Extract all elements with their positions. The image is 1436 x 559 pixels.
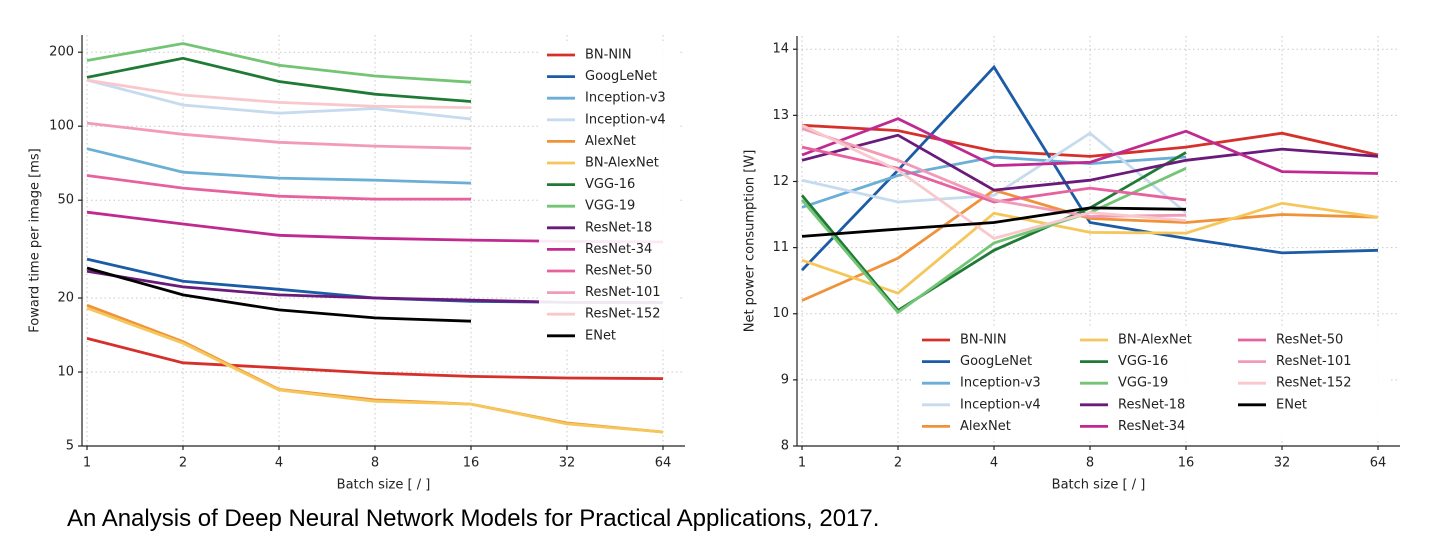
series-line: [801, 123, 1379, 158]
x-tick-label: 4: [275, 456, 283, 471]
x-tick-label: 64: [655, 456, 672, 471]
x-axis-label: Batch size [ / ]: [1052, 478, 1146, 493]
x-tick-label: 64: [1370, 456, 1387, 471]
legend-label: AlexNet: [585, 134, 636, 149]
y-tick-label: 11: [772, 240, 789, 255]
x-tick-label: 2: [179, 456, 187, 471]
y-tick-label: 100: [49, 119, 74, 134]
legend-label: BN-AlexNet: [1118, 333, 1192, 348]
series-line: [801, 145, 1187, 204]
y-tick-label: 10: [57, 365, 74, 380]
series-line: [801, 131, 1187, 214]
legend-label: VGG-19: [1118, 376, 1168, 391]
y-tick-label: 20: [57, 291, 74, 306]
series-line: [800, 151, 1187, 313]
legend-label: Inception-v4: [960, 397, 1041, 412]
series-line: [86, 42, 472, 84]
series-line: [86, 266, 472, 323]
series-line: [86, 306, 664, 434]
x-tick-label: 4: [990, 456, 998, 471]
legend-label: BN-AlexNet: [585, 156, 659, 171]
legend-label: VGG-16: [1118, 354, 1168, 369]
series-line: [801, 133, 1379, 192]
legend-label: ResNet-18: [585, 220, 652, 235]
y-tick-label: 200: [49, 45, 74, 60]
series-line: [801, 124, 1187, 240]
legend-label: VGG-16: [585, 177, 635, 192]
y-tick-label: 5: [66, 439, 74, 454]
x-tick-label: 8: [1086, 456, 1094, 471]
legend-label: Inception-v4: [585, 112, 666, 127]
series-line: [86, 78, 472, 109]
legend-label: ENet: [585, 328, 616, 343]
y-tick-label: 13: [772, 108, 789, 123]
x-tick-label: 2: [894, 456, 902, 471]
legend-label: ENet: [1276, 397, 1307, 412]
y-tick-label: 14: [772, 42, 789, 57]
legend-label: ResNet-18: [1118, 397, 1185, 412]
y-tick-label: 8: [781, 439, 789, 454]
y-tick-label: 10: [772, 306, 789, 321]
y-tick-label: 12: [772, 174, 789, 189]
caption: An Analysis of Deep Neural Network Model…: [67, 505, 880, 532]
legend-label: BN-NIN: [585, 48, 632, 63]
legend-label: Inception-v3: [585, 91, 666, 106]
x-axis-label: Batch size [ / ]: [337, 478, 431, 493]
y-tick-label: 9: [781, 372, 789, 387]
series-line: [86, 121, 472, 150]
legend-box: [914, 326, 1388, 440]
series-line: [86, 147, 472, 185]
series-line: [800, 167, 1187, 315]
x-tick-label: 1: [83, 456, 91, 471]
legend-label: ResNet-101: [1276, 354, 1352, 369]
legend-label: ResNet-152: [1276, 376, 1352, 391]
x-tick-label: 1: [798, 456, 806, 471]
series-line: [86, 56, 472, 103]
legend-label: ResNet-152: [585, 307, 661, 322]
legend-label: BN-NIN: [960, 333, 1007, 348]
legend-label: ResNet-50: [585, 264, 652, 279]
legend-label: AlexNet: [960, 419, 1011, 434]
legend-box: [539, 41, 679, 350]
series-line: [86, 174, 471, 201]
series-line: [801, 117, 1379, 175]
series-line: [86, 337, 664, 380]
legend-label: GoogLeNet: [960, 354, 1032, 369]
legend-label: ResNet-34: [585, 242, 652, 257]
x-tick-label: 16: [463, 456, 480, 471]
x-tick-label: 16: [1178, 456, 1195, 471]
series-line: [801, 201, 1379, 295]
y-tick-label: 50: [57, 193, 74, 208]
x-tick-label: 32: [559, 456, 576, 471]
x-tick-label: 32: [1274, 456, 1291, 471]
y-axis-label: Net power consumption [W]: [743, 150, 758, 333]
legend-label: ResNet-34: [1118, 419, 1185, 434]
legend-label: ResNet-101: [585, 285, 661, 300]
series-line: [801, 206, 1187, 238]
x-tick-label: 8: [371, 456, 379, 471]
legend-label: GoogLeNet: [585, 69, 657, 84]
y-axis-label: Foward time per image [ms]: [28, 148, 43, 333]
legend-label: VGG-19: [585, 199, 635, 214]
series-line: [801, 188, 1379, 302]
series-line: [86, 78, 472, 121]
legend-label: ResNet-50: [1276, 333, 1343, 348]
legend-label: Inception-v3: [960, 376, 1041, 391]
